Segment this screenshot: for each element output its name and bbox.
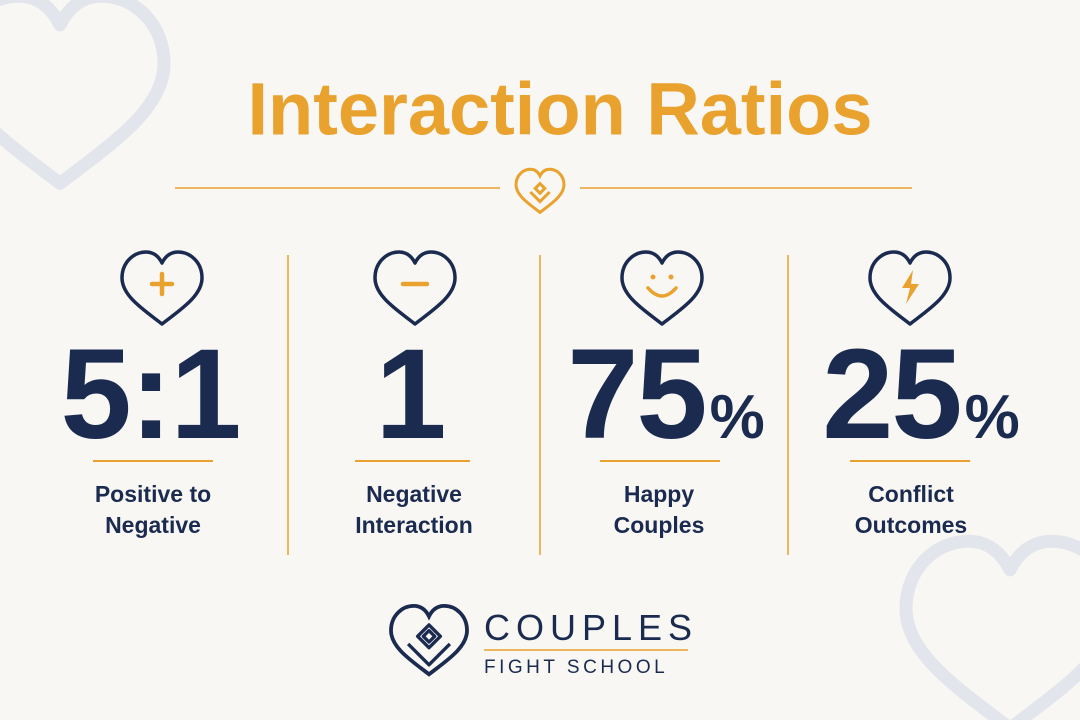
icon-plus xyxy=(120,250,204,326)
icon-bolt xyxy=(868,250,952,326)
stat-label: Negative xyxy=(366,481,462,507)
stat-label: Couples xyxy=(614,512,705,538)
stat-number: 1 xyxy=(375,323,444,466)
stat-label: Conflict xyxy=(868,481,954,507)
stat-number: 75% xyxy=(567,323,763,466)
icon-minus xyxy=(373,250,457,326)
title: Interaction Ratios xyxy=(248,68,873,151)
brand-name: COUPLES xyxy=(484,607,698,648)
icon-smile xyxy=(620,250,704,326)
bg-heart xyxy=(0,0,164,183)
stat-label: Happy xyxy=(624,481,695,507)
bg-heart xyxy=(906,541,1080,720)
stat-label: Interaction xyxy=(355,512,473,538)
stat-label: Positive to xyxy=(95,481,211,507)
brand-logo xyxy=(389,604,469,677)
brand-tagline: FIGHT SCHOOL xyxy=(484,657,668,678)
stat-number: 25% xyxy=(822,323,1018,466)
divider-heart xyxy=(514,167,566,214)
stat-label: Outcomes xyxy=(855,512,967,538)
stat-label: Negative xyxy=(105,512,201,538)
stat-number: 5:1 xyxy=(61,323,240,466)
column-separators xyxy=(287,255,789,555)
